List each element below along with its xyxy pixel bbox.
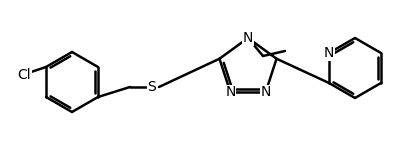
- Text: N: N: [243, 31, 253, 45]
- Text: N: N: [261, 85, 271, 99]
- Text: S: S: [148, 80, 156, 94]
- Text: N: N: [225, 85, 236, 99]
- Text: N: N: [324, 46, 334, 60]
- Text: Cl: Cl: [17, 68, 31, 82]
